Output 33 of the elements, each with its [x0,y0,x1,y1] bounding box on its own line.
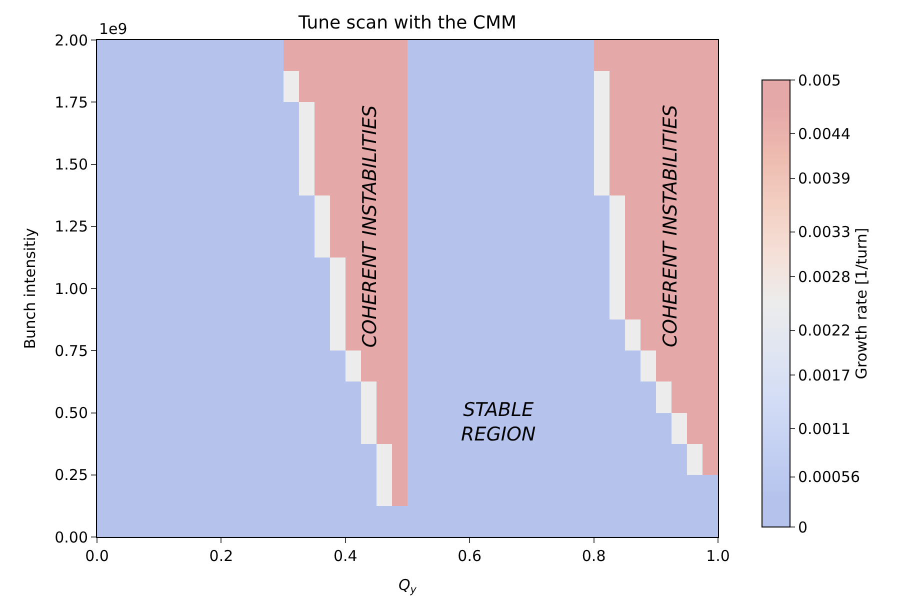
x-tick-label: 1.0 [706,547,730,565]
y-tick-label: 2.00 [54,31,88,50]
color-bar-label: 0.005 [798,71,841,90]
y-tick-label: 1.75 [54,93,88,112]
annotation: COHERENT INSTABILITIES [659,104,682,348]
y-tick-label: 1.25 [54,218,88,236]
x-tick-label: 0.2 [209,547,234,565]
color-bar-label: 0.0033 [798,223,850,242]
color-bar-label: 0.0017 [798,366,850,384]
y-axis-title: Bunch intensitiy [20,228,39,350]
color-bar-label: 0.0039 [798,170,850,188]
y-tick-label: 0.50 [54,404,88,422]
x-tick-label: 0.6 [458,547,482,565]
color-bar-label: 0.00056 [798,468,860,486]
color-bar-label: 0.0011 [798,420,850,438]
color-bar-label: 0.0044 [798,124,850,143]
color-bar-label: 0.0028 [798,268,850,286]
x-tick-label: 0.0 [85,547,109,565]
y-tick-label: 0.00 [54,528,88,546]
annotation: STABLE REGION [461,399,536,446]
x-tick-label: 0.8 [582,547,606,565]
text: 1e9 [99,20,128,38]
color-bar-title: Growth rate [1/turn] [852,228,870,380]
x-axis-title: Q$_{y}$ [398,576,418,596]
annotation: COHERENT INSTABILITIES [358,105,381,348]
color-bar-label: 0.0022 [798,322,850,340]
y-tick-label: 1.50 [54,156,88,174]
color-bar-label: 0 [798,518,808,536]
y-tick-label: 0.25 [54,466,88,484]
y-tick-label: 0.75 [54,342,88,360]
x-tick-label: 0.4 [333,547,358,565]
y-tick-label: 1.00 [54,280,88,298]
chart-title: Tune scan with the CMM [297,12,517,34]
